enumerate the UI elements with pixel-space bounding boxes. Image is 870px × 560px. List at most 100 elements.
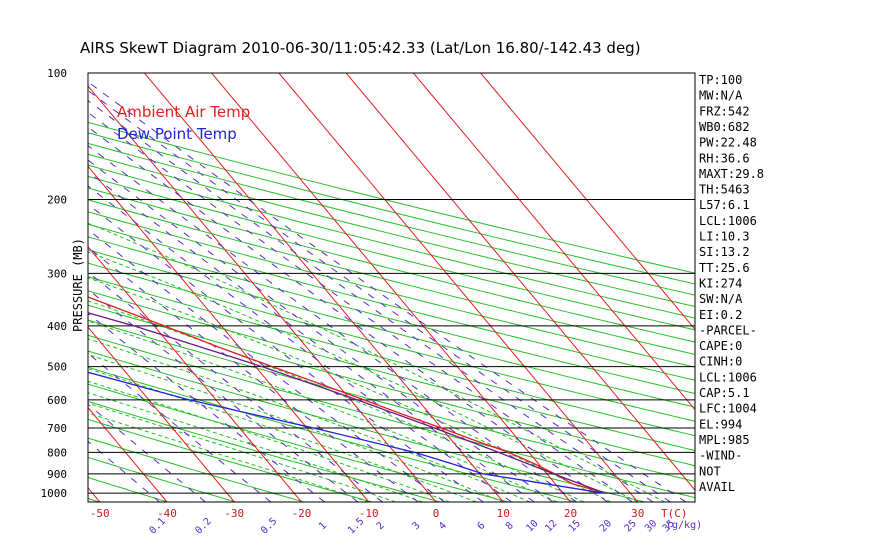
dry-adiabat (88, 437, 305, 502)
dry-adiabat (88, 187, 695, 343)
mixing-ratio-tick-label: 30 (643, 518, 659, 534)
isotherm (345, 73, 695, 491)
moist-adiabats (88, 222, 665, 502)
dry-adiabat (0, 73, 31, 502)
moist-adiabat (88, 300, 585, 502)
dry-adiabat (88, 164, 695, 319)
pressure-tick-label: 700 (47, 422, 67, 435)
moist-adiabat (88, 277, 612, 502)
stat-line: MPL:985 (699, 433, 750, 447)
stat-line: TT:25.6 (699, 261, 750, 275)
stat-line: SW:N/A (699, 292, 743, 306)
stat-line: MAXT:29.8 (699, 167, 764, 181)
mixing-ratio-line (88, 246, 419, 502)
stat-line: CAP:5.1 (699, 386, 750, 400)
bottom-temp-tick-label: -30 (224, 507, 244, 520)
pressure-tick-label: 900 (47, 468, 67, 481)
pressure-tick-label: 800 (47, 446, 67, 459)
sounding-series (88, 296, 605, 494)
bottom-temp-tick-label: 10 (497, 507, 510, 520)
mixing-ratio-line (88, 312, 326, 502)
dry-adiabat (88, 153, 695, 308)
stat-line: TH:5463 (699, 183, 750, 197)
mixing-ratio-tick-label: 10 (524, 518, 540, 534)
dry-adiabat (88, 276, 695, 437)
plot-area (0, 73, 695, 502)
mixing-ratio-tick-label: 3 (411, 520, 423, 532)
isotherm (88, 326, 235, 502)
mixing-ratio-line (88, 89, 671, 502)
isotherm (88, 406, 168, 502)
y-axis-label: PRESSURE (MB) (71, 238, 85, 332)
mixing-ratio-tick-label: 0.2 (193, 516, 214, 537)
isotherm (211, 73, 571, 502)
dry-adiabat (88, 262, 695, 422)
mixing-ratio-tick-label: 12 (543, 518, 559, 534)
stat-line: RH:36.6 (699, 151, 750, 165)
stat-line: -PARCEL- (699, 323, 757, 337)
mixing-ratio-tick-label: 0.5 (259, 516, 280, 537)
stat-line: TP:100 (699, 73, 742, 87)
dew-point-temp-line (88, 371, 604, 494)
stat-line: WB0:682 (699, 120, 750, 134)
pressure-tick-label: 200 (47, 193, 67, 206)
mixing-ratio-tick-label: 2 (375, 520, 387, 532)
stat-line: FRZ:542 (699, 104, 750, 118)
mixing-ratio-unit-label: (g/kg) (666, 520, 702, 531)
stat-line: LI:10.3 (699, 230, 750, 244)
stat-line: CAPE:0 (699, 339, 742, 353)
dry-adiabat (88, 350, 646, 502)
bottom-temp-tick-label: -20 (292, 507, 312, 520)
bottom-temp-tick-label: -10 (359, 507, 379, 520)
stat-line: EL:994 (699, 417, 742, 431)
dry-adiabat (88, 400, 441, 502)
stat-line: LCL:1006 (699, 214, 757, 228)
pressure-tick-label: 300 (47, 267, 67, 280)
stat-line: PW:22.48 (699, 136, 757, 150)
stat-line: LCL:1006 (699, 370, 757, 384)
mixing-ratio-tick-label: 4 (437, 520, 449, 532)
mixing-ratio-line (88, 159, 554, 502)
isotherm (480, 73, 695, 331)
pressure-gridlines (88, 199, 695, 494)
mixing-ratio-tick-label: 20 (598, 518, 614, 534)
isotherm (88, 165, 370, 502)
pressure-tick-label: 400 (47, 320, 67, 333)
bottom-temp-tick-label: -40 (157, 507, 177, 520)
mixing-ratio-line (88, 145, 577, 502)
dry-adiabat (88, 199, 695, 355)
bottom-temp-tick-label: -50 (90, 507, 110, 520)
pressure-tick-label: 600 (47, 394, 67, 407)
dry-adiabat (88, 249, 695, 408)
dry-adiabat (88, 334, 695, 499)
mixing-ratio-line (88, 229, 445, 502)
mixing-ratio-line (88, 126, 609, 502)
isotherm (144, 73, 504, 502)
stat-line: NOT (699, 464, 721, 478)
stat-line: L57:6.1 (699, 198, 750, 212)
bottom-temp-tick-label: 30 (631, 507, 644, 520)
moist-adiabat (88, 251, 639, 502)
mixing-ratio-line (88, 352, 272, 502)
parcel-line (88, 312, 605, 494)
plot-frame (87, 72, 696, 503)
dry-adiabat (88, 223, 695, 381)
mixing-ratio-line (88, 185, 512, 502)
dry-adiabat (88, 456, 236, 502)
mixing-ratio-tick-label: 1 (317, 520, 329, 532)
dry-adiabat (88, 236, 695, 395)
moist-adiabat (88, 354, 504, 502)
dry-adiabat (88, 142, 695, 296)
moist-adiabat (88, 402, 396, 502)
moist-adiabat (88, 380, 450, 502)
pressure-tick-label: 500 (47, 361, 67, 374)
mixing-ratio-line (88, 288, 359, 502)
dry-adiabat (88, 175, 695, 331)
temp-unit-label: T(C) (661, 507, 688, 520)
stat-line: -WIND- (699, 449, 742, 463)
stat-line: MW:N/A (699, 89, 743, 103)
mixing-ratio-line (88, 171, 535, 502)
isotherm (88, 246, 302, 502)
dry-adiabat (88, 304, 695, 467)
